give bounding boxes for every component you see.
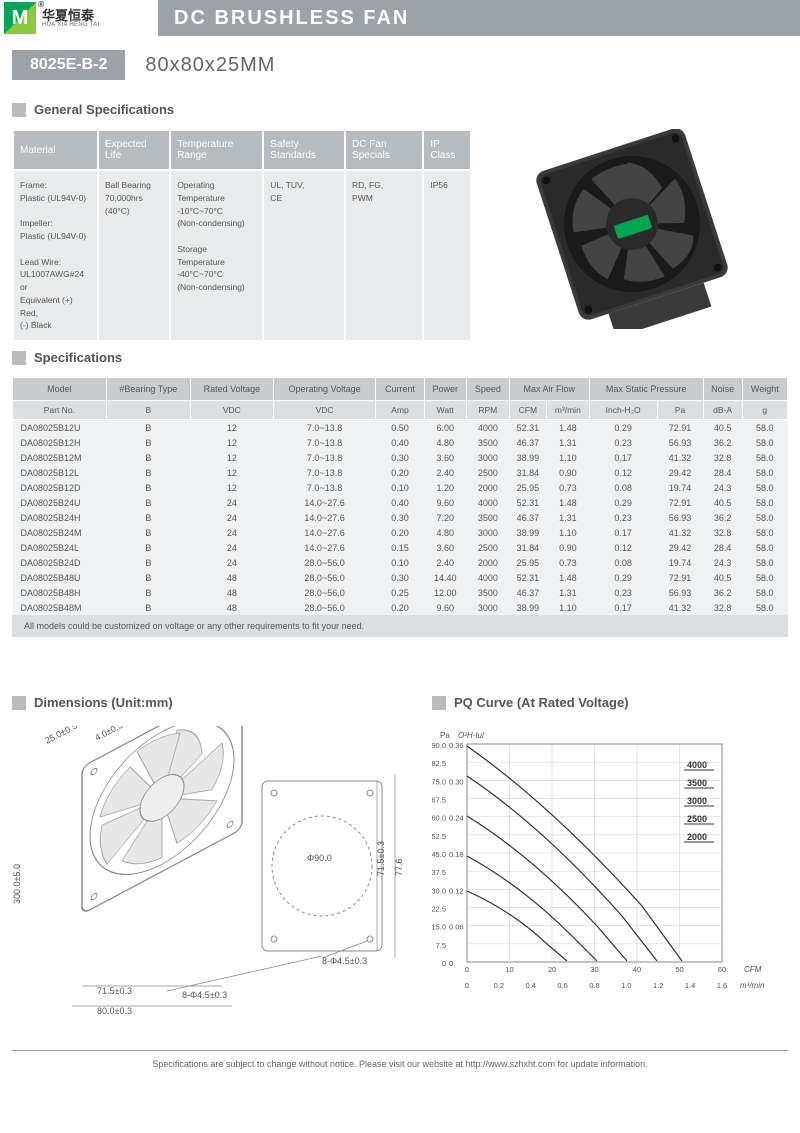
dimensions-section: Dimensions (Unit:mm): [12, 687, 412, 1026]
svg-text:8-Φ4.5±0.3: 8-Φ4.5±0.3: [322, 956, 367, 966]
table-row: DA08025B12UB127.0~13.80.506.00400052.311…: [13, 420, 788, 436]
svg-text:7.5: 7.5: [436, 941, 446, 950]
svg-text:77.6: 77.6: [394, 858, 404, 876]
logo: M 华夏恒泰 HUA XIA HENG TAI: [0, 0, 158, 36]
svg-text:2500: 2500: [687, 814, 707, 824]
svg-text:60: 60: [718, 965, 726, 974]
section-marker-icon: [12, 351, 26, 365]
pq-section: PQ Curve (At Rated Voltage) Pa O²H-Iul 9…: [432, 687, 772, 1026]
svg-text:71.5±0.3: 71.5±0.3: [97, 986, 132, 996]
table-row: DA08025B24MB2414.0~27.60.204.80300038.99…: [13, 525, 788, 540]
table-row: DA08025B12DB127.0~13.80.101.20200025.950…: [13, 480, 788, 495]
svg-text:71.5±0.3: 71.5±0.3: [376, 841, 386, 876]
spec-note: All models could be customized on voltag…: [12, 615, 788, 637]
table-row: DA08025B24DB2428.0~56.00.102.40200025.95…: [13, 555, 788, 570]
svg-text:82.5: 82.5: [432, 759, 446, 768]
gen-spec-header: General Specifications: [0, 98, 800, 121]
table-row: DA08025B12MB127.0~13.80.303.60300038.991…: [13, 450, 788, 465]
svg-text:0.36: 0.36: [449, 741, 464, 750]
svg-text:Pa: Pa: [440, 731, 450, 740]
logo-icon: M: [4, 2, 36, 34]
svg-text:40: 40: [633, 965, 641, 974]
svg-text:20: 20: [548, 965, 556, 974]
svg-text:4.0±0.5: 4.0±0.5: [93, 726, 124, 743]
model-row: 8025E-B-2 80x80x25MM: [0, 36, 800, 94]
model-size: 80x80x25MM: [145, 54, 275, 77]
svg-text:10: 10: [505, 965, 513, 974]
svg-text:1.4: 1.4: [685, 981, 695, 990]
spec-header: Specifications: [0, 346, 800, 369]
svg-text:52.5: 52.5: [432, 832, 446, 841]
svg-text:1.2: 1.2: [653, 981, 663, 990]
table-row: DA08025B48HB4828.0~56.00.2512.00350046.3…: [13, 585, 788, 600]
svg-text:O²H-Iul: O²H-Iul: [458, 731, 484, 740]
page-title: DC BRUSHLESS FAN: [174, 7, 409, 30]
table-row: DA08025B24HB2414.0~27.60.307.20350046.37…: [13, 510, 788, 525]
svg-text:50: 50: [675, 965, 683, 974]
svg-text:80.0±0.3: 80.0±0.3: [97, 1006, 132, 1016]
svg-text:0: 0: [465, 981, 469, 990]
svg-text:25.0±0.5: 25.0±0.5: [43, 726, 79, 746]
svg-text:0: 0: [442, 959, 446, 968]
gen-spec-table: MaterialExpected LifeTemperature RangeSa…: [12, 129, 472, 342]
svg-text:1.0: 1.0: [621, 981, 631, 990]
svg-text:8-Φ4.5±0.3: 8-Φ4.5±0.3: [182, 990, 227, 1000]
svg-text:0: 0: [465, 965, 469, 974]
svg-text:m³/min: m³/min: [740, 981, 765, 990]
svg-text:45.0: 45.0: [432, 850, 446, 859]
svg-text:0.12: 0.12: [449, 886, 464, 895]
svg-text:30: 30: [590, 965, 598, 974]
table-row: DA08025B12LB127.0~13.80.202.40250031.840…: [13, 465, 788, 480]
svg-text:Φ90.0: Φ90.0: [307, 853, 332, 863]
svg-text:15.0: 15.0: [432, 923, 446, 932]
logo-text: 华夏恒泰 HUA XIA HENG TAI: [42, 9, 100, 28]
svg-text:67.5: 67.5: [432, 796, 446, 805]
svg-text:0.24: 0.24: [449, 814, 464, 823]
svg-text:300.0±5.0: 300.0±5.0: [12, 864, 22, 904]
header: M 华夏恒泰 HUA XIA HENG TAI DC BRUSHLESS FAN: [0, 0, 800, 36]
svg-text:1.6: 1.6: [717, 981, 727, 990]
gen-spec-row: MaterialExpected LifeTemperature RangeSa…: [0, 129, 800, 342]
pq-chart: Pa O²H-Iul 90.0 82.5 75.0 67.5 60.0 52.5 45.0 3…: [432, 726, 772, 1006]
svg-text:75.0: 75.0: [432, 777, 446, 786]
svg-text:0.2: 0.2: [494, 981, 504, 990]
table-row: DA08025B12HB127.0~13.80.404.80350046.371…: [13, 435, 788, 450]
svg-text:30.0: 30.0: [432, 886, 446, 895]
svg-text:0.4: 0.4: [526, 981, 536, 990]
table-row: DA08025B48MB4828.0~56.00.209.60300038.99…: [13, 600, 788, 615]
bottom-row: Dimensions (Unit:mm): [0, 687, 800, 1026]
svg-text:37.5: 37.5: [432, 868, 446, 877]
svg-text:4000: 4000: [687, 760, 707, 770]
table-row: DA08025B24LB2414.0~27.60.153.60250031.84…: [13, 540, 788, 555]
svg-text:22.5: 22.5: [432, 905, 446, 914]
svg-text:0.18: 0.18: [449, 850, 464, 859]
svg-text:0.30: 0.30: [449, 777, 464, 786]
svg-text:90.0: 90.0: [432, 741, 446, 750]
svg-text:3500: 3500: [687, 778, 707, 788]
dim-drawing: 25.0±0.5 4.0±0.5 300.0±5.0 71.5±0.3 80.0…: [12, 726, 412, 1026]
svg-text:60.0: 60.0: [432, 814, 446, 823]
svg-text:0.6: 0.6: [557, 981, 567, 990]
fan-image: [492, 129, 772, 329]
svg-text:0.8: 0.8: [589, 981, 599, 990]
section-marker-icon: [432, 696, 446, 710]
table-row: DA08025B48UB4828.0~56.00.3014.40400052.3…: [13, 570, 788, 585]
svg-text:CFM: CFM: [744, 965, 762, 974]
table-row: DA08025B24UB2414.0~27.60.409.60400052.31…: [13, 495, 788, 510]
spec-table: Model#Bearing TypeRated VoltageOperating…: [12, 377, 788, 615]
footer: Specifications are subject to change wit…: [0, 1026, 800, 1081]
section-marker-icon: [12, 103, 26, 117]
section-marker-icon: [12, 696, 26, 710]
model-code: 8025E-B-2: [12, 50, 125, 80]
svg-text:3000: 3000: [687, 796, 707, 806]
svg-text:0: 0: [449, 959, 453, 968]
svg-text:0.06: 0.06: [449, 923, 464, 932]
svg-text:2000: 2000: [687, 832, 707, 842]
